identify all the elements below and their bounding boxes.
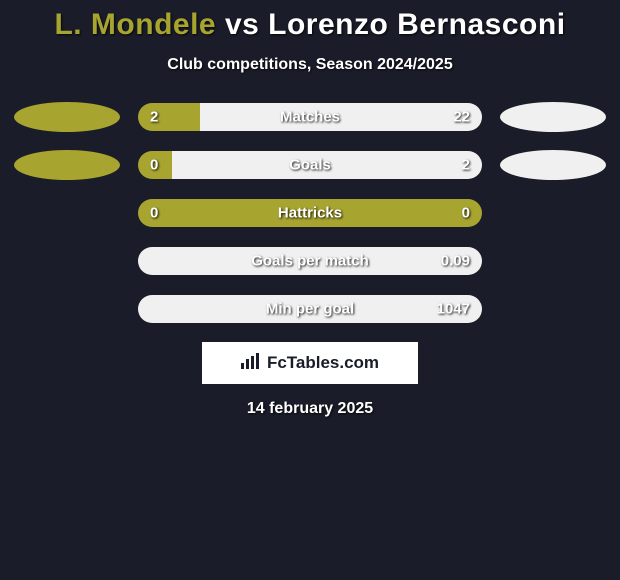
comparison-title: L. Mondele vs Lorenzo Bernasconi xyxy=(0,8,620,42)
stat-row: Min per goal 1047 xyxy=(0,294,620,324)
comparison-container: L. Mondele vs Lorenzo Bernasconi Club co… xyxy=(0,0,620,418)
player-right-name: Lorenzo Bernasconi xyxy=(268,8,565,41)
stat-bar: 2 Matches 22 xyxy=(138,103,482,131)
bar-value-left: 0 xyxy=(150,157,158,174)
chart-icon xyxy=(241,353,261,374)
player-left-name: L. Mondele xyxy=(54,8,216,41)
stat-row: 2 Matches 22 xyxy=(0,102,620,132)
date-text: 14 february 2025 xyxy=(0,400,620,418)
bar-value-right: 2 xyxy=(462,157,470,174)
stat-bar: Goals per match 0.09 xyxy=(138,247,482,275)
vs-text: vs xyxy=(216,8,268,41)
ellipse-left xyxy=(14,150,120,180)
branding-text: FcTables.com xyxy=(267,353,379,373)
bar-left-fill xyxy=(138,103,200,131)
ellipse-left xyxy=(14,102,120,132)
bar-label: Hattricks xyxy=(278,205,342,222)
bar-value-left: 0 xyxy=(150,205,158,222)
bar-value-right: 1047 xyxy=(437,301,470,318)
subtitle: Club competitions, Season 2024/2025 xyxy=(0,56,620,74)
bar-label: Matches xyxy=(280,109,340,126)
bar-value-left: 2 xyxy=(150,109,158,126)
bar-right-fill xyxy=(200,103,482,131)
bar-label: Min per goal xyxy=(266,301,354,318)
ellipse-right xyxy=(500,102,606,132)
bar-value-right: 0 xyxy=(462,205,470,222)
stat-row: 0 Goals 2 xyxy=(0,150,620,180)
stat-row: Goals per match 0.09 xyxy=(0,246,620,276)
ellipse-right xyxy=(500,150,606,180)
bar-value-right: 0.09 xyxy=(441,253,470,270)
bar-label: Goals per match xyxy=(251,253,369,270)
stat-bar: Min per goal 1047 xyxy=(138,295,482,323)
bar-value-right: 22 xyxy=(453,109,470,126)
stat-rows: 2 Matches 22 0 Goals 2 0 Hattricks 0 Goals per ma… xyxy=(0,102,620,324)
stat-bar: 0 Hattricks 0 xyxy=(138,199,482,227)
stat-row: 0 Hattricks 0 xyxy=(0,198,620,228)
branding-box: FcTables.com xyxy=(202,342,418,384)
stat-bar: 0 Goals 2 xyxy=(138,151,482,179)
bar-label: Goals xyxy=(289,157,331,174)
